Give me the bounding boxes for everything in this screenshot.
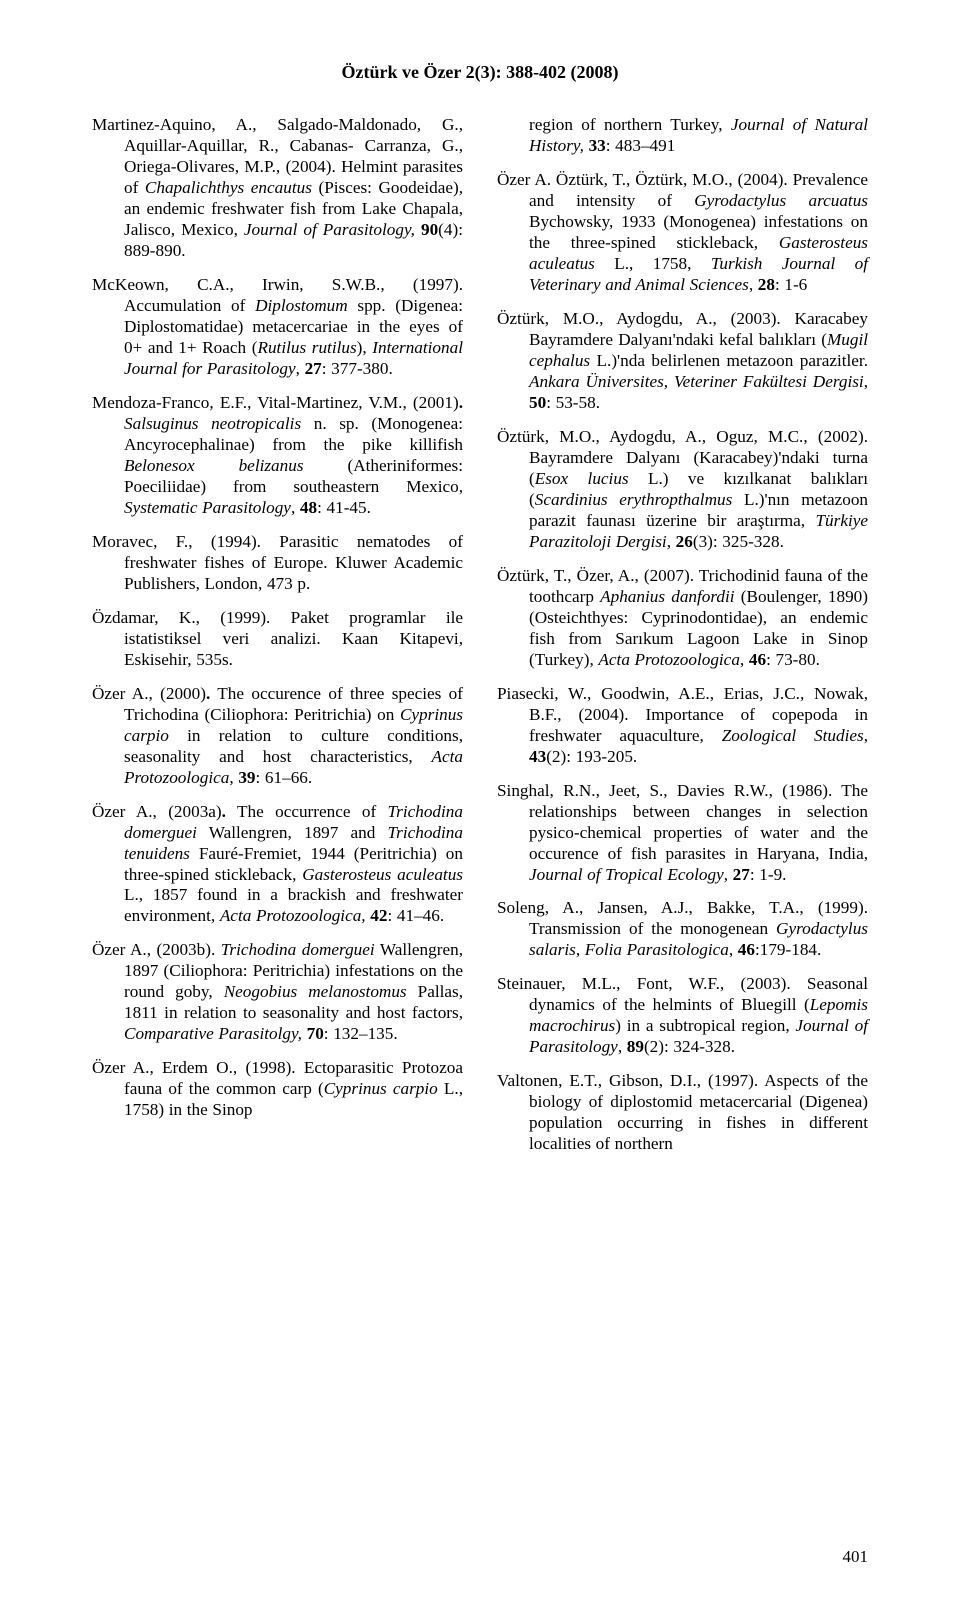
reference-entry: Özer A., (2003b). Trichodina domerguei W… [92,940,463,1045]
reference-entry: Singhal, R.N., Jeet, S., Davies R.W., (1… [497,781,868,886]
page-number: 401 [843,1547,869,1567]
reference-columns: Martinez-Aquino, A., Salgado-Maldonado, … [92,115,868,1168]
reference-entry: Özdamar, K., (1999). Paket programlar il… [92,608,463,671]
reference-entry: Özer A., (2000). The occurence of three … [92,684,463,789]
reference-entry: Özer A., Erdem O., (1998). Ectoparasitic… [92,1058,463,1121]
reference-entry: region of northern Turkey, Journal of Na… [497,115,868,157]
reference-entry: Mendoza-Franco, E.F., Vital-Martinez, V.… [92,393,463,519]
reference-entry: Moravec, F., (1994). Parasitic nematodes… [92,532,463,595]
reference-entry: Öztürk, T., Özer, A., (2007). Trichodini… [497,566,868,671]
reference-entry: Soleng, A., Jansen, A.J., Bakke, T.A., (… [497,898,868,961]
reference-entry: Valtonen, E.T., Gibson, D.I., (1997). As… [497,1071,868,1155]
reference-entry: Martinez-Aquino, A., Salgado-Maldonado, … [92,115,463,262]
reference-entry: McKeown, C.A., Irwin, S.W.B., (1997). Ac… [92,275,463,380]
reference-entry: Piasecki, W., Goodwin, A.E., Erias, J.C.… [497,684,868,768]
left-column: Martinez-Aquino, A., Salgado-Maldonado, … [92,115,463,1168]
reference-entry: Özer A. Öztürk, T., Öztürk, M.O., (2004)… [497,170,868,296]
reference-entry: Steinauer, M.L., Font, W.F., (2003). Sea… [497,974,868,1058]
reference-entry: Özer A., (2003a). The occurrence of Tric… [92,802,463,928]
reference-entry: Öztürk, M.O., Aydogdu, A., Oguz, M.C., (… [497,427,868,553]
right-column: region of northern Turkey, Journal of Na… [497,115,868,1168]
reference-entry: Öztürk, M.O., Aydogdu, A., (2003). Karac… [497,309,868,414]
running-head: Öztürk ve Özer 2(3): 388-402 (2008) [92,62,868,83]
